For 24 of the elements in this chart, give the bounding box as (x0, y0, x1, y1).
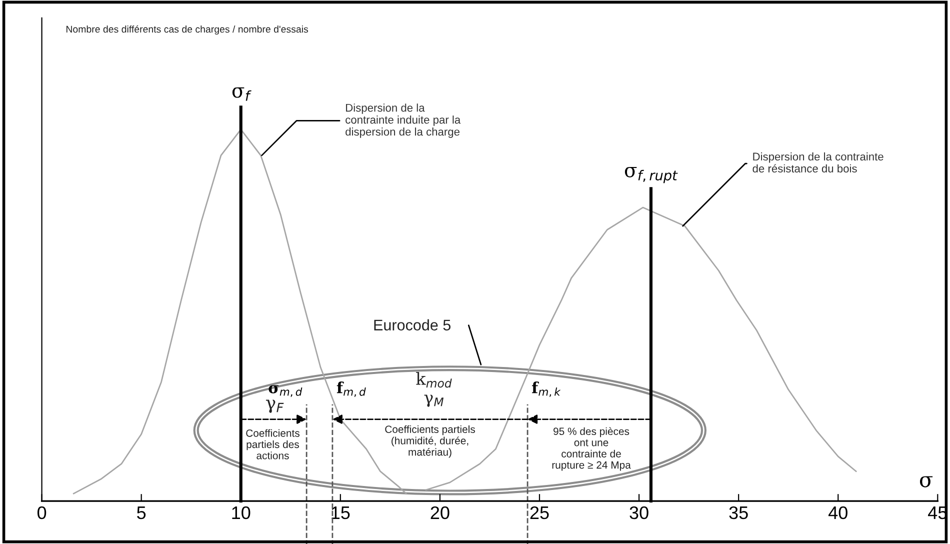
annotation: Dispersion de la contrainte de résistance du bois (752, 152, 884, 173)
ref-line-label: σ$_{m,d}$ (268, 385, 302, 397)
x-tick-label: 25 (530, 506, 549, 520)
x-axis-title: σ (920, 476, 933, 488)
annotation: Coefficients partiels (humidité, durée, matériau) (385, 425, 475, 458)
annotation: Eurocode 5 (374, 319, 451, 330)
annotation: γ$_{F}$ (266, 400, 284, 413)
x-tick-label: 35 (729, 506, 748, 520)
x-tick-label: 0 (37, 506, 46, 520)
ref-line-label: f$_{m,k}$ (532, 382, 561, 397)
x-tick-label: 30 (630, 506, 648, 520)
x-tick-label: 40 (828, 506, 848, 520)
x-tick-label: 15 (332, 506, 350, 520)
annotation: Coefficients partiels des actions (246, 429, 300, 460)
annotation: k$_{mod}$ γ$_{M}$ (416, 372, 452, 407)
ref-line-label: f$_{m,d}$ (336, 382, 366, 397)
ref-line-label: σ$_{f}$ (232, 87, 252, 101)
x-tick-label: 20 (430, 506, 450, 520)
annotation: 95 % des pièces ont une contrainte de rupture ≥ 24 Mpa (552, 427, 631, 471)
x-tick-label: 5 (137, 506, 146, 520)
ref-line-label: σ$_{f,rupt}$ (624, 166, 678, 184)
x-tick-label: 10 (232, 506, 250, 520)
annotation: Dispersion de la contrainte induite par la dispersion de la charge (346, 104, 461, 138)
text: Nombre des différents cas de charges / nombre d'essais (66, 25, 308, 35)
